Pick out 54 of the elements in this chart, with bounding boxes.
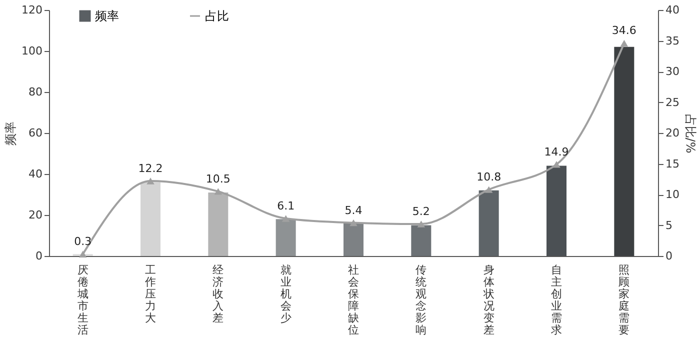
y2-axis-title: 占比/% (683, 114, 698, 154)
point (417, 220, 426, 228)
bar (344, 223, 364, 256)
legend-label: 占比 (205, 9, 229, 23)
y-axis-title: 频率 (4, 122, 18, 146)
y-tick-label: 0 (36, 250, 42, 262)
bar (614, 46, 634, 256)
point (350, 219, 358, 226)
data-label: 34.6 (612, 24, 636, 38)
y2-tick-label: 15 (666, 157, 680, 170)
point (214, 188, 222, 195)
x-tick-label: 厌倦城市生活 (76, 264, 88, 336)
bar (140, 182, 160, 256)
y-tick-label: 100 (22, 44, 42, 58)
x-tick-label: 传统观念影响 (416, 264, 427, 336)
data-label: 10.5 (206, 172, 230, 186)
point (282, 215, 290, 222)
x-tick-label: 经济收入差 (212, 264, 224, 324)
data-label: 10.8 (476, 170, 502, 184)
y-tick-label: 80 (28, 86, 42, 98)
y2-tick-label: 25 (666, 96, 680, 109)
legend-label: 频率 (95, 9, 119, 23)
y2-tick-label: 20 (666, 126, 680, 140)
data-label: 5.4 (344, 204, 362, 217)
bar (208, 192, 228, 256)
bar (478, 190, 499, 256)
x-tick-label: 身体状况变差 (482, 264, 494, 336)
data-label: 0.3 (74, 235, 92, 248)
y-tick-label: 20 (28, 208, 42, 222)
y2-tick-label: 35 (666, 34, 680, 48)
point (620, 40, 628, 47)
bar (411, 225, 432, 256)
x-tick-label: 照顾家庭需要 (618, 264, 630, 336)
y-tick-label: 40 (28, 168, 42, 180)
data-label: 14.9 (544, 145, 569, 158)
x-tick-label: 社会保障缺位 (348, 264, 359, 336)
y2-tick-label: 40 (666, 4, 680, 16)
bar (276, 219, 296, 256)
data-label: 5.2 (412, 205, 430, 218)
point (552, 161, 560, 168)
y2-tick-label: 5 (666, 218, 672, 232)
y2-tick-label: 0 (666, 250, 672, 262)
point (146, 178, 154, 184)
data-label: 6.1 (277, 199, 295, 212)
x-tick-label: 自主创业需求 (551, 264, 562, 336)
y2-tick-label: 10 (666, 188, 680, 201)
x-tick-label: 就业机会少 (280, 264, 292, 324)
data-label: 12.2 (138, 162, 163, 175)
y-tick-label: 60 (28, 126, 42, 140)
x-tick-label: 工作压力大 (144, 264, 156, 324)
point (484, 186, 493, 193)
point (78, 250, 87, 258)
y2-tick-label: 30 (666, 65, 680, 78)
y-tick-label: 120 (22, 4, 42, 16)
